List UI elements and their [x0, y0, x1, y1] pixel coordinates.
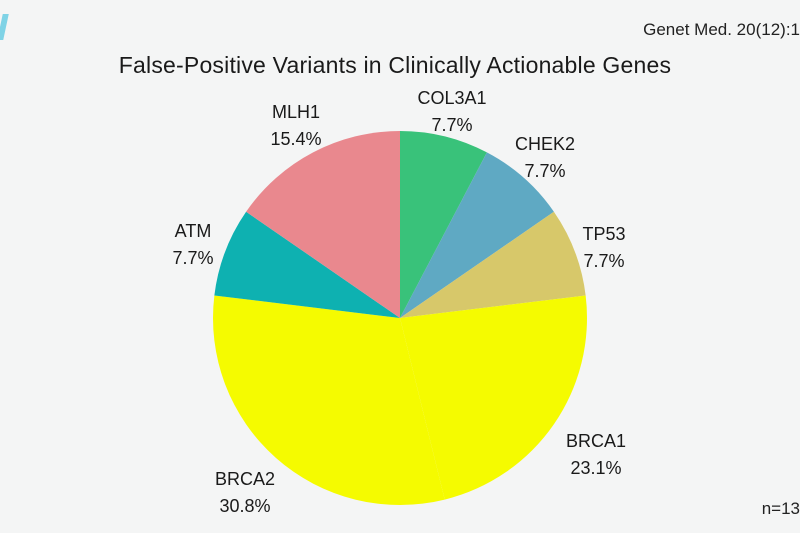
- slice-label-chek2: CHEK2: [515, 134, 575, 154]
- slice-percent-tp53: 7.7%: [583, 251, 624, 271]
- slice-label-mlh1: MLH1: [272, 102, 320, 122]
- pie-slice-mlh1: [246, 130, 400, 318]
- pie-slice-chek2: [400, 152, 554, 318]
- pie-slices: [212, 130, 588, 506]
- pie-slice-brca1: [400, 295, 588, 500]
- pie-slice-tp53: [400, 211, 586, 318]
- citation-text: Genet Med. 20(12):1: [643, 20, 800, 39]
- slice-label-col3a1: COL3A1: [417, 88, 486, 108]
- slice-percent-mlh1: 15.4%: [270, 129, 321, 149]
- slice-label-atm: ATM: [175, 221, 212, 241]
- slice-label-brca1: BRCA1: [566, 431, 626, 451]
- slice-percent-col3a1: 7.7%: [431, 115, 472, 135]
- sample-size-label: n=13: [761, 499, 800, 518]
- slice-percent-atm: 7.7%: [172, 248, 213, 268]
- pie-labels: COL3A1 7.7% CHEK2 7.7% TP53 7.7% BRCA1 23.1% BRC…: [172, 88, 626, 516]
- pie-slice-brca2: [212, 295, 445, 506]
- pie-slice-col3a1: [400, 131, 487, 318]
- pie-slice-atm: [214, 211, 400, 318]
- slice-percent-chek2: 7.7%: [524, 161, 565, 181]
- chart-title: False-Positive Variants in Clinically Ac…: [118, 52, 672, 78]
- slice-label-tp53: TP53: [582, 224, 625, 244]
- slice-label-brca2: BRCA2: [215, 469, 275, 489]
- slice-percent-brca1: 23.1%: [570, 458, 621, 478]
- slice-percent-brca2: 30.8%: [219, 496, 270, 516]
